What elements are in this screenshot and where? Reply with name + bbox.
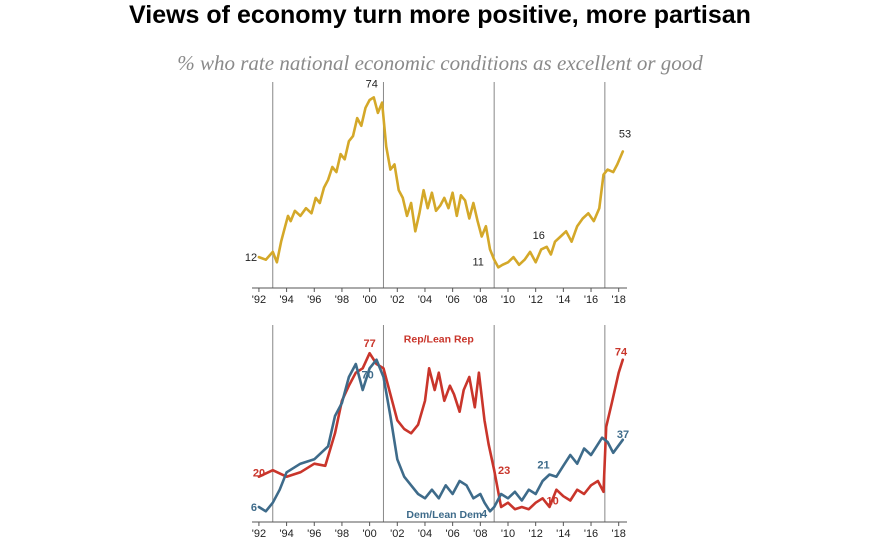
data-label: 11 [472,257,483,269]
series-line-rep-lean-rep [257,351,625,511]
data-label: 70 [361,369,373,381]
x-tick-label: '08 [473,294,487,306]
x-tick-label: '10 [501,294,515,306]
x-tick-label: '18 [612,294,626,306]
x-tick-label: '16 [584,294,598,306]
data-label: 53 [619,129,631,141]
data-label: 12 [245,252,257,264]
x-tick-label: '02 [390,294,404,306]
partisan-panel: '92 '94 '96 '98 '00 '02 '04 '06 '08 '10 '12 '14 '16 '… [251,325,629,540]
x-tick-label: '00 [362,528,376,540]
x-tick-label: '00 [362,294,376,306]
x-tick-label: '04 [418,528,432,540]
data-label: 23 [498,465,510,477]
x-tick-label: '06 [445,528,459,540]
data-label: 37 [617,429,629,441]
chart-subtitle: % who rate national economic conditions … [177,51,703,75]
data-label: 4 [481,508,488,520]
series-name-label: Dem/Lean Dem [406,509,482,521]
x-tick-label: '18 [612,528,626,540]
x-tick-label: '10 [501,528,515,540]
data-label: 77 [363,338,375,350]
data-label: 74 [366,78,378,90]
data-label: 74 [615,347,628,359]
x-tick-label: '96 [307,294,321,306]
series-line-total [257,96,625,269]
data-label: 10 [546,495,558,507]
x-tick-label: '08 [473,528,487,540]
x-tick-label: '98 [335,294,349,306]
x-tick-label: '12 [528,528,542,540]
chart-title: Views of economy turn more positive, mor… [129,1,751,29]
x-tick-label: '14 [556,528,570,540]
series-name-label: Rep/Lean Rep [404,333,474,345]
series-line-dem-lean-dem [257,358,625,513]
x-tick-label: '92 [252,294,266,306]
x-tick-label: '12 [528,294,542,306]
x-tick-label: '04 [418,294,432,306]
x-tick-label: '96 [307,528,321,540]
x-tick-label: '98 [335,528,349,540]
data-label: 21 [537,460,549,472]
x-tick-label: '06 [445,294,459,306]
x-tick-label: '94 [279,294,293,306]
x-tick-label: '02 [390,528,404,540]
x-tick-label: '14 [556,294,570,306]
total-panel: '92 '94 '96 '98 '00 '02 '04 '06 '08 '10 '12 '14 '16 '… [245,78,631,306]
x-tick-label: '16 [584,528,598,540]
data-label: 6 [251,502,257,514]
x-tick-label: '94 [279,528,293,540]
x-tick-label: '92 [252,528,266,540]
data-label: 20 [253,468,265,480]
data-label: 16 [533,230,545,242]
